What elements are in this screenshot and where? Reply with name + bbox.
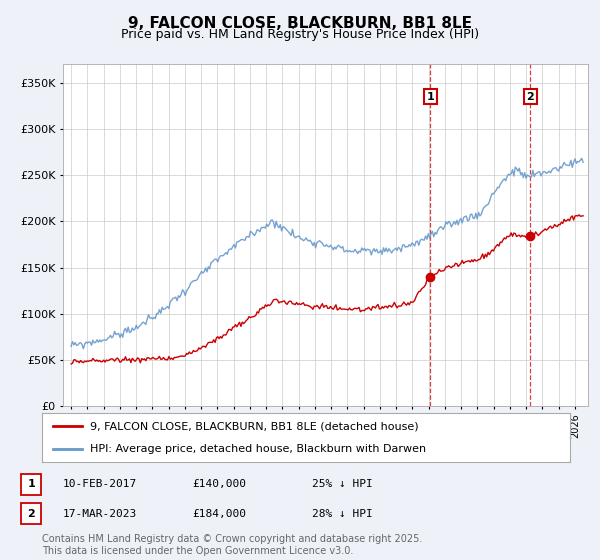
Text: HPI: Average price, detached house, Blackburn with Darwen: HPI: Average price, detached house, Blac…: [89, 444, 425, 454]
Text: 9, FALCON CLOSE, BLACKBURN, BB1 8LE (detached house): 9, FALCON CLOSE, BLACKBURN, BB1 8LE (det…: [89, 421, 418, 431]
Text: 1: 1: [427, 92, 434, 102]
Text: £184,000: £184,000: [192, 508, 246, 519]
Text: 17-MAR-2023: 17-MAR-2023: [63, 508, 137, 519]
Text: 2: 2: [526, 92, 534, 102]
Text: 25% ↓ HPI: 25% ↓ HPI: [312, 479, 373, 489]
Text: 2: 2: [28, 508, 35, 519]
Text: Contains HM Land Registry data © Crown copyright and database right 2025.
This d: Contains HM Land Registry data © Crown c…: [42, 534, 422, 556]
Text: 9, FALCON CLOSE, BLACKBURN, BB1 8LE: 9, FALCON CLOSE, BLACKBURN, BB1 8LE: [128, 16, 472, 31]
Text: Price paid vs. HM Land Registry's House Price Index (HPI): Price paid vs. HM Land Registry's House …: [121, 28, 479, 41]
Text: 28% ↓ HPI: 28% ↓ HPI: [312, 508, 373, 519]
Text: £140,000: £140,000: [192, 479, 246, 489]
Text: 10-FEB-2017: 10-FEB-2017: [63, 479, 137, 489]
Text: 1: 1: [28, 479, 35, 489]
